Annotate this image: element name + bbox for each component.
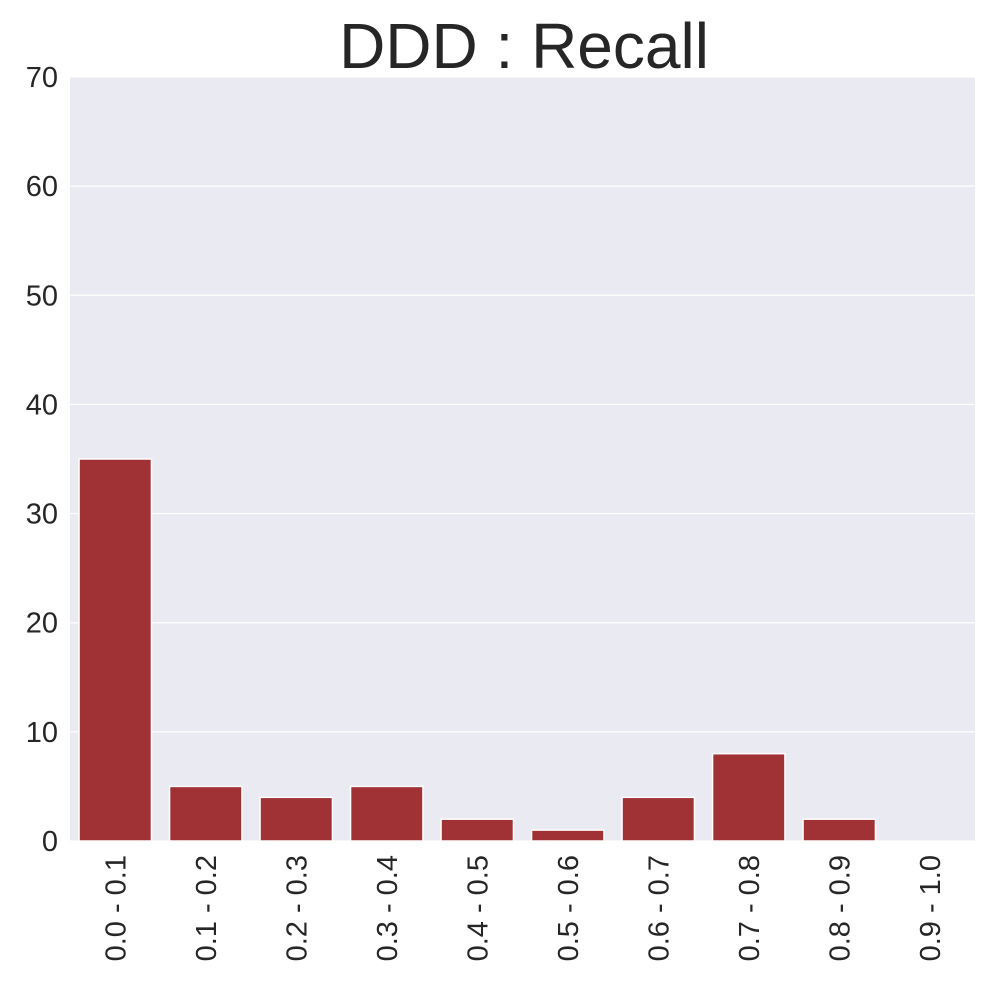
y-tick-label: 50	[26, 280, 58, 312]
bar	[711, 752, 786, 842]
x-tick-label: 0.5 - 0.6	[553, 855, 585, 961]
x-tick-label: 0.3 - 0.4	[372, 855, 404, 961]
x-tick-label: 0.8 - 0.9	[824, 855, 856, 961]
y-tick-label: 20	[26, 608, 58, 640]
bar	[802, 818, 877, 842]
x-tick-label: 0.1 - 0.2	[191, 855, 223, 961]
x-tick-label: 0.2 - 0.3	[281, 855, 313, 961]
y-tick-label: 70	[26, 62, 58, 94]
plot-area	[70, 77, 975, 841]
bar	[530, 829, 605, 842]
bar	[349, 785, 424, 842]
bar	[440, 818, 515, 842]
gridlines	[70, 76, 975, 842]
y-tick-label: 0	[42, 826, 58, 858]
y-tick-label: 60	[26, 171, 58, 203]
x-tick-label: 0.0 - 0.1	[100, 855, 132, 961]
x-tick-label: 0.6 - 0.7	[643, 855, 675, 961]
x-tick-label: 0.4 - 0.5	[462, 855, 494, 961]
bar	[78, 458, 153, 842]
chart-title: DDD : Recall	[339, 10, 709, 82]
x-tick-label: 0.9 - 1.0	[915, 855, 947, 961]
y-tick-label: 10	[26, 717, 58, 749]
y-tick-label: 30	[26, 499, 58, 531]
bar	[621, 796, 696, 842]
x-axis-ticks: 0.0 - 0.1 0.1 - 0.2 0.2 - 0.3 0.3 - 0.4 0.4 …	[100, 855, 947, 961]
x-tick-label: 0.7 - 0.8	[734, 855, 766, 961]
bars	[78, 458, 877, 842]
y-axis-ticks: 0 10 20 30 40 50 60 70	[26, 62, 58, 858]
y-tick-label: 40	[26, 389, 58, 421]
bar	[259, 796, 334, 842]
bar	[168, 785, 243, 842]
